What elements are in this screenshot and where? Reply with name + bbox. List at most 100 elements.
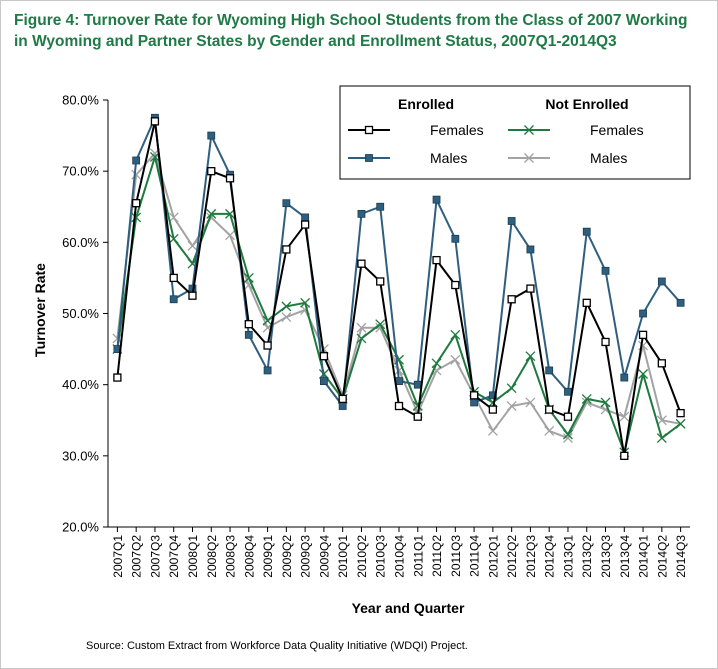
data-point-stroke: [394, 354, 404, 365]
data-point-stroke: [487, 425, 498, 436]
data-point: [487, 425, 498, 436]
data-point-stroke: [281, 312, 292, 323]
data-point: [544, 425, 555, 436]
data-point: [525, 351, 536, 362]
data-point-stroke: [112, 333, 123, 344]
data-point: [132, 156, 141, 165]
data-point: [281, 301, 292, 312]
legend-group-heading: Not Enrolled: [545, 96, 628, 112]
data-point: [657, 359, 666, 368]
data-point-stroke: [525, 351, 536, 362]
x-tick-label: 2014Q3: [674, 535, 688, 578]
data-point: [262, 315, 273, 326]
data-point: [394, 401, 404, 411]
x-tick-label: 2008Q1: [186, 535, 200, 578]
source-note: Source: Custom Extract from Workforce Da…: [86, 640, 468, 652]
data-point-stroke: [638, 369, 649, 379]
data-point: [188, 291, 197, 300]
data-point: [300, 297, 311, 308]
data-point-stroke: [262, 322, 273, 333]
data-point: [507, 217, 516, 225]
data-point-stroke: [281, 301, 292, 312]
x-tick-label: 2008Q3: [224, 535, 238, 578]
legend-entry: Females: [348, 122, 484, 138]
data-point: [243, 280, 254, 290]
x-tick-label: 2008Q2: [205, 535, 219, 578]
y-tick-label: 60.0%: [62, 235, 99, 250]
data-point: [206, 208, 217, 219]
x-tick-label: 2012Q3: [524, 535, 538, 578]
data-point-stroke: [600, 404, 611, 415]
data-point: [676, 408, 685, 418]
data-point: [169, 295, 178, 304]
data-point: [225, 174, 235, 183]
data-point-stroke: [262, 315, 273, 326]
data-point: [620, 451, 629, 460]
data-point-stroke: [431, 358, 442, 369]
data-point: [300, 220, 310, 229]
data-point: [619, 411, 630, 422]
data-point: [564, 387, 572, 396]
series-enrolled-females: [113, 117, 685, 460]
data-point: [281, 312, 292, 323]
data-point: [656, 433, 667, 444]
y-tick-label: 20.0%: [62, 520, 99, 535]
data-point: [169, 273, 178, 283]
data-point: [563, 433, 573, 444]
data-point: [451, 234, 460, 243]
x-tick-label: 2009Q1: [261, 535, 275, 578]
data-point-stroke: [431, 365, 442, 376]
x-tick-label: 2010Q4: [393, 535, 407, 578]
data-point: [187, 240, 198, 251]
data-point-stroke: [375, 322, 386, 333]
data-point: [207, 167, 216, 176]
chart-axes: 20.0% 30.0% 40.0% 50.0% 60.0% 70.0% 80.0% 2007Q…: [62, 93, 690, 578]
data-point: [432, 195, 441, 204]
data-point-stroke: [524, 153, 534, 163]
data-point: [526, 284, 535, 293]
data-point: [282, 245, 291, 254]
data-point-stroke: [225, 230, 235, 241]
x-tick-label: 2011Q1: [411, 535, 425, 577]
data-point: [431, 358, 442, 369]
data-point: [469, 391, 479, 400]
data-point-stroke: [300, 297, 311, 308]
figure-title: Figure 4: Turnover Rate for Wyoming High…: [14, 12, 688, 50]
data-point-stroke: [563, 429, 573, 440]
data-point-stroke: [563, 433, 573, 444]
legend-entry: Males: [348, 150, 467, 166]
data-point: [526, 245, 535, 254]
data-point: [563, 412, 573, 421]
x-tick-label: 2013Q2: [580, 535, 594, 578]
legend-box: [339, 85, 691, 180]
data-point: [470, 398, 478, 407]
legend-entry: Males: [508, 150, 627, 166]
data-point-stroke: [168, 212, 179, 223]
data-point: [338, 394, 347, 404]
x-tick-label: 2013Q1: [561, 535, 575, 578]
y-tick-label: 40.0%: [62, 377, 99, 392]
data-point-stroke: [506, 401, 517, 411]
y-axis-label: Turnover Rate: [32, 263, 48, 357]
data-point-stroke: [131, 169, 142, 180]
data-point: [450, 354, 461, 365]
x-tick-label: 2012Q1: [486, 535, 500, 578]
data-point-stroke: [206, 208, 217, 219]
data-point: [413, 380, 422, 389]
data-point: [675, 418, 686, 429]
data-point-stroke: [675, 418, 686, 429]
data-point-stroke: [656, 415, 667, 426]
data-point: [451, 280, 460, 290]
data-point: [412, 401, 423, 411]
data-point-stroke: [356, 333, 367, 344]
x-tick-label: 2014Q2: [655, 535, 669, 578]
data-point: [638, 369, 649, 379]
series-not-enrolled-females: [112, 151, 686, 458]
data-point-stroke: [525, 397, 536, 408]
data-point-stroke: [168, 233, 179, 244]
data-point-stroke: [300, 304, 311, 315]
x-tick-label: 2009Q4: [317, 535, 331, 578]
legend-entry-label: Females: [430, 122, 484, 138]
x-tick-label: 2010Q3: [374, 535, 388, 578]
data-point-stroke: [243, 272, 254, 283]
